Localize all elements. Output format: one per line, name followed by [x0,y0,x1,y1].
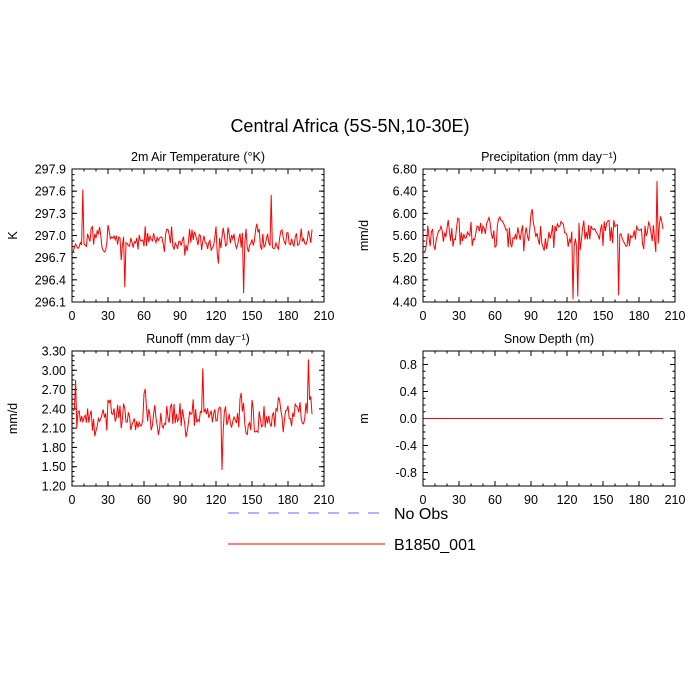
series-line-B1850_001 [72,189,313,294]
y-tick-label: 6.00 [393,207,417,221]
x-tick-label: 180 [278,493,299,507]
x-tick-label: 30 [452,493,466,507]
x-tick-label: 210 [314,309,335,323]
x-tick-label: 60 [137,493,151,507]
y-tick-label: 3.30 [42,345,66,359]
x-tick-label: 150 [593,493,614,507]
y-tick-label: 297.6 [35,185,66,199]
series-line-B1850_001 [72,359,313,470]
x-tick-label: 180 [629,493,650,507]
legend-label-no-obs: No Obs [394,506,448,523]
y-tick-label: 4.80 [393,273,417,287]
x-tick-label: 30 [101,493,115,507]
plot-frame [422,350,676,487]
x-tick-label: 210 [665,309,686,323]
y-axis-label: K [6,231,20,240]
legend: No Obs B1850_001 [228,506,476,554]
x-tick-label: 60 [488,493,502,507]
plot-frame [422,168,676,303]
y-tick-label: 2.10 [42,422,66,436]
y-tick-label: 2.40 [42,402,66,416]
x-tick-label: 120 [557,309,578,323]
y-tick-label: 296.1 [35,296,66,310]
y-tick-label: 296.4 [35,273,66,287]
x-tick-label: 120 [557,493,578,507]
y-tick-label: 1.50 [42,460,66,474]
y-tick-label: 297.9 [35,163,66,177]
y-tick-label: 6.80 [393,163,417,177]
x-tick-label: 150 [242,493,263,507]
x-tick-label: 90 [173,309,187,323]
x-tick-label: 210 [314,493,335,507]
y-tick-label: 297.3 [35,207,66,221]
x-tick-label: 0 [69,493,76,507]
y-tick-label: 6.40 [393,185,417,199]
series-line-B1850_001 [423,181,664,300]
y-tick-label: 0.4 [400,385,417,399]
x-tick-label: 0 [420,309,427,323]
figure-title: Central Africa (5S-5N,10-30E) [230,116,469,136]
x-tick-label: 0 [420,493,427,507]
y-axis-label: mm/d [357,220,371,251]
y-tick-label: 2.70 [42,383,66,397]
y-tick-label: 1.80 [42,441,66,455]
y-tick-label: 1.20 [42,480,66,494]
x-tick-label: 150 [593,309,614,323]
panel-title: Runoff (mm day⁻¹) [146,332,250,346]
x-tick-label: 60 [137,309,151,323]
y-tick-label: 296.7 [35,251,66,265]
x-tick-label: 150 [242,309,263,323]
x-tick-label: 180 [278,309,299,323]
x-tick-label: 90 [524,309,538,323]
panel-snow-depth: Snow Depth (m) m 0 30 60 90 120 150 180 210 -0.8 -0… [357,332,685,507]
y-tick-label: 297.0 [35,229,66,243]
panel-precipitation: Precipitation (mm day⁻¹) mm/d 0 30 60 90 120 15… [357,150,685,323]
panel-title: Snow Depth (m) [504,332,594,346]
x-tick-label: 30 [452,309,466,323]
panel-title: 2m Air Temperature (°K) [131,150,265,164]
x-tick-label: 90 [524,493,538,507]
legend-label-b1850: B1850_001 [394,537,476,554]
x-tick-label: 60 [488,309,502,323]
y-axis-label: m [357,413,371,423]
y-tick-label: 0.0 [400,412,417,426]
y-tick-label: 5.20 [393,251,417,265]
y-axis-label: mm/d [6,403,20,434]
panel-title: Precipitation (mm day⁻¹) [481,150,617,164]
x-tick-label: 180 [629,309,650,323]
y-tick-label: 3.00 [42,364,66,378]
panel-air-temperature: 2m Air Temperature (°K) K 0 30 60 90 120 150 180… [6,150,334,323]
panel-runoff: Runoff (mm day⁻¹) mm/d 0 30 60 90 120 150 180 210… [6,332,334,507]
y-tick-label: 5.60 [393,229,417,243]
y-tick-label: 4.40 [393,296,417,310]
x-tick-label: 30 [101,309,115,323]
y-tick-label: -0.8 [395,466,417,480]
y-tick-label: -0.4 [395,439,417,453]
x-tick-label: 120 [206,309,227,323]
plot-frame [71,168,325,303]
y-tick-label: 0.8 [400,358,417,372]
x-tick-label: 210 [665,493,686,507]
plot-frame [71,350,325,487]
x-tick-label: 120 [206,493,227,507]
x-tick-label: 90 [173,493,187,507]
x-tick-label: 0 [69,309,76,323]
